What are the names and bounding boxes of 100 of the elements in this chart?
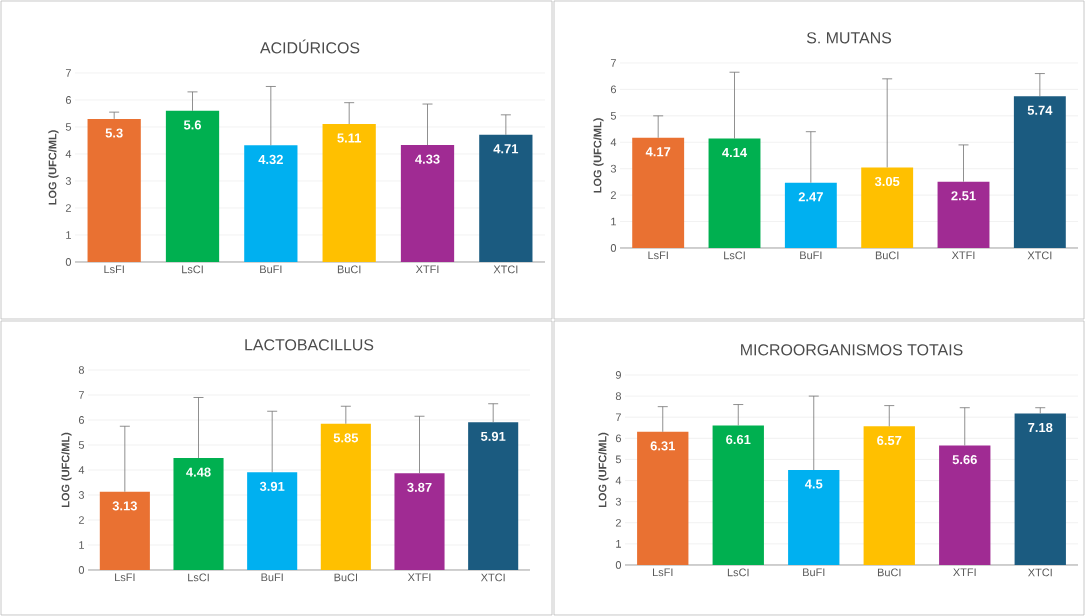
data-label: 4.48	[186, 467, 211, 477]
data-label: 4.71	[493, 144, 519, 154]
bar	[322, 124, 376, 262]
y-tick-label: 3	[65, 177, 71, 185]
y-tick-label: 1	[616, 540, 621, 548]
x-tick-label: XTFI	[407, 573, 431, 582]
y-tick-label: 3	[615, 497, 622, 506]
y-tick-label: 4	[615, 476, 622, 485]
bar	[788, 469, 840, 565]
data-label: 3.91	[259, 481, 285, 491]
x-tick-label: XTFI	[415, 265, 439, 274]
y-tick-label: 1	[611, 217, 616, 226]
y-axis-title: LOG (UFC/ML)	[48, 130, 59, 205]
data-label: 3.87	[407, 482, 432, 492]
y-tick-label: 6	[615, 434, 622, 443]
data-label: 3.13	[112, 501, 137, 511]
data-label: 6.31	[650, 441, 675, 451]
y-tick-label: 8	[78, 366, 84, 374]
y-tick-label: 0	[78, 566, 85, 574]
y-tick-label: 5	[610, 112, 617, 120]
bar	[400, 145, 455, 262]
data-label: 2.47	[798, 192, 823, 202]
x-tick-label: XTFI	[953, 568, 976, 577]
data-label: 6.57	[877, 435, 902, 445]
x-tick-label: BuCI	[877, 568, 901, 577]
x-tick-label: LsFI	[104, 265, 124, 274]
data-label: 5.91	[480, 431, 506, 441]
x-tick-label: LsFI	[653, 568, 673, 577]
x-tick-label: BuFI	[800, 251, 822, 260]
y-axis-title: LOG (UFC/ML)	[593, 118, 604, 193]
y-tick-label: 8	[615, 392, 622, 400]
bar	[1013, 96, 1066, 248]
y-tick-label: 2	[610, 191, 616, 199]
x-tick-label: BuCI	[337, 265, 361, 274]
x-tick-label: LsCI	[188, 573, 209, 582]
y-tick-label: 7	[610, 59, 616, 67]
bar	[712, 425, 764, 565]
y-tick-label: 5	[65, 123, 72, 131]
y-tick-label: 3	[78, 491, 84, 499]
data-label: 5.6	[183, 120, 202, 130]
x-tick-label: BuFI	[261, 573, 283, 582]
y-tick-label: 3	[610, 164, 617, 173]
x-tick-label: XTCI	[1027, 251, 1052, 260]
x-tick-label: LsFI	[115, 573, 135, 582]
y-tick-label: 5	[78, 441, 85, 449]
y-tick-label: 4	[65, 150, 72, 158]
x-tick-label: XTCI	[493, 265, 518, 274]
y-tick-label: 1	[66, 231, 71, 239]
y-tick-label: 0	[610, 244, 617, 252]
y-tick-label: 2	[78, 516, 84, 524]
data-label: 5.11	[337, 133, 362, 143]
data-label: 4.32	[258, 154, 283, 165]
x-tick-label: XTCI	[1028, 568, 1052, 577]
x-tick-label: XTCI	[480, 573, 505, 582]
bar	[637, 431, 689, 565]
bar	[937, 181, 990, 248]
bar	[784, 182, 837, 248]
chart-title: S. MUTANS	[806, 32, 892, 44]
y-tick-label: 6	[610, 85, 617, 94]
y-tick-label: 2	[65, 204, 71, 212]
x-tick-label: LsCI	[724, 251, 745, 260]
data-label: 4.14	[722, 148, 748, 157]
bar	[863, 426, 915, 565]
bar	[468, 422, 519, 570]
y-axis-title: LOG (UFC/ML)	[61, 432, 72, 507]
x-tick-label: BuCI	[334, 573, 358, 582]
bar	[708, 138, 761, 248]
y-tick-label: 2	[615, 518, 621, 527]
bar	[394, 473, 445, 570]
x-tick-label: BuCI	[875, 251, 899, 260]
y-tick-label: 4	[610, 138, 617, 147]
bar	[244, 145, 298, 262]
chart-title: ACIDÚRICOS	[260, 39, 360, 54]
bar	[173, 457, 224, 570]
data-label: 3.05	[874, 176, 900, 187]
y-tick-label: 9	[615, 371, 621, 379]
data-label: 5.66	[952, 455, 977, 465]
data-label: 5.74	[1027, 105, 1053, 115]
x-tick-label: XTFI	[951, 251, 975, 260]
y-tick-label: 6	[65, 96, 71, 104]
bar	[861, 167, 914, 248]
data-label: 5.3	[105, 128, 123, 138]
data-label: 6.61	[726, 434, 751, 445]
y-tick-label: 5	[615, 455, 622, 464]
bar	[165, 110, 220, 262]
bar	[632, 137, 685, 248]
bar	[247, 472, 298, 570]
y-tick-label: 7	[65, 69, 71, 77]
data-label: 4.5	[804, 479, 823, 489]
x-tick-label: LsCI	[182, 265, 203, 274]
data-label: 5.85	[333, 433, 359, 443]
data-label: 4.17	[645, 147, 671, 157]
bar	[320, 423, 371, 570]
y-tick-label: 1	[79, 541, 84, 549]
y-tick-label: 0	[615, 561, 622, 569]
data-label: 4.33	[415, 154, 440, 164]
data-label: 2.51	[951, 191, 976, 201]
y-tick-label: 7	[78, 391, 84, 399]
bar	[87, 118, 141, 262]
bar	[99, 491, 150, 570]
